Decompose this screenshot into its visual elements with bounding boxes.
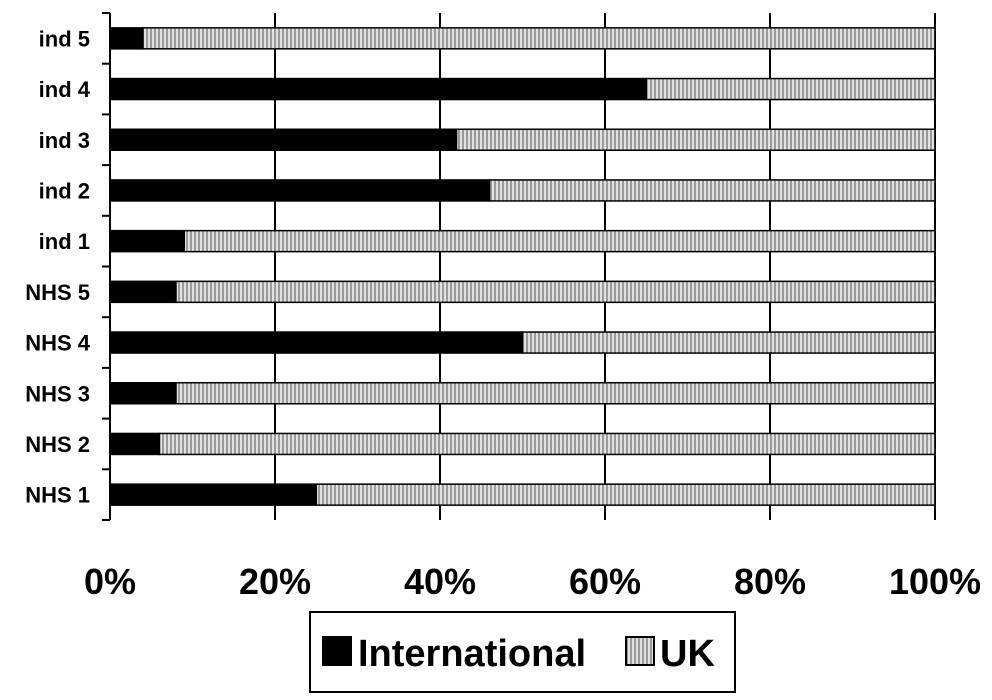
legend-label-international: International bbox=[358, 633, 586, 675]
bar-uk bbox=[645, 77, 936, 101]
bar-international bbox=[109, 179, 491, 202]
bar-international bbox=[109, 229, 185, 253]
legend-box bbox=[309, 611, 736, 693]
x-tick-label: 60% bbox=[569, 561, 641, 602]
bar-international bbox=[109, 27, 144, 50]
bar-uk bbox=[158, 432, 936, 456]
bar-uk bbox=[142, 27, 936, 50]
bar-uk bbox=[183, 229, 936, 253]
bar-uk bbox=[521, 331, 936, 354]
bar-international bbox=[109, 432, 161, 456]
bar-international bbox=[109, 280, 177, 304]
axes bbox=[102, 12, 111, 521]
x-tick-labels: 0% 20% 40% 60% 80% 100% bbox=[84, 561, 981, 602]
category-label: ind 3 bbox=[39, 128, 90, 153]
bar-uk bbox=[488, 179, 936, 202]
legend-swatch-international bbox=[322, 636, 352, 666]
x-tick-label: 80% bbox=[734, 561, 806, 602]
x-tick-label: 0% bbox=[84, 561, 136, 602]
category-label: ind 5 bbox=[39, 26, 90, 51]
bar-uk bbox=[175, 382, 936, 405]
bar-international bbox=[109, 77, 647, 101]
x-tick-label: 40% bbox=[404, 561, 476, 602]
x-tick-label: 20% bbox=[239, 561, 311, 602]
category-labels: NHS 1 NHS 2 NHS 3 NHS 4 NHS 5 ind 1 ind 2 ind 3… bbox=[25, 26, 91, 507]
category-label: NHS 5 bbox=[25, 280, 90, 305]
bar-international bbox=[109, 128, 458, 151]
legend: International UK bbox=[309, 611, 736, 693]
bar-uk bbox=[455, 128, 936, 151]
bar-uk bbox=[175, 280, 936, 304]
category-label: NHS 1 bbox=[25, 483, 90, 508]
category-label: NHS 4 bbox=[25, 331, 91, 356]
legend-swatch-uk bbox=[625, 636, 655, 666]
bars bbox=[109, 27, 936, 506]
x-tick-label: 100% bbox=[889, 561, 981, 602]
bar-uk bbox=[315, 483, 936, 506]
legend-label-uk: UK bbox=[660, 633, 715, 675]
category-label: ind 4 bbox=[39, 77, 91, 102]
category-label: ind 2 bbox=[39, 178, 90, 203]
bar-international bbox=[109, 331, 524, 354]
category-label: NHS 3 bbox=[25, 381, 90, 406]
bar-international bbox=[109, 382, 177, 405]
category-label: ind 1 bbox=[39, 229, 90, 254]
category-label: NHS 2 bbox=[25, 432, 90, 457]
bar-international bbox=[109, 483, 317, 506]
